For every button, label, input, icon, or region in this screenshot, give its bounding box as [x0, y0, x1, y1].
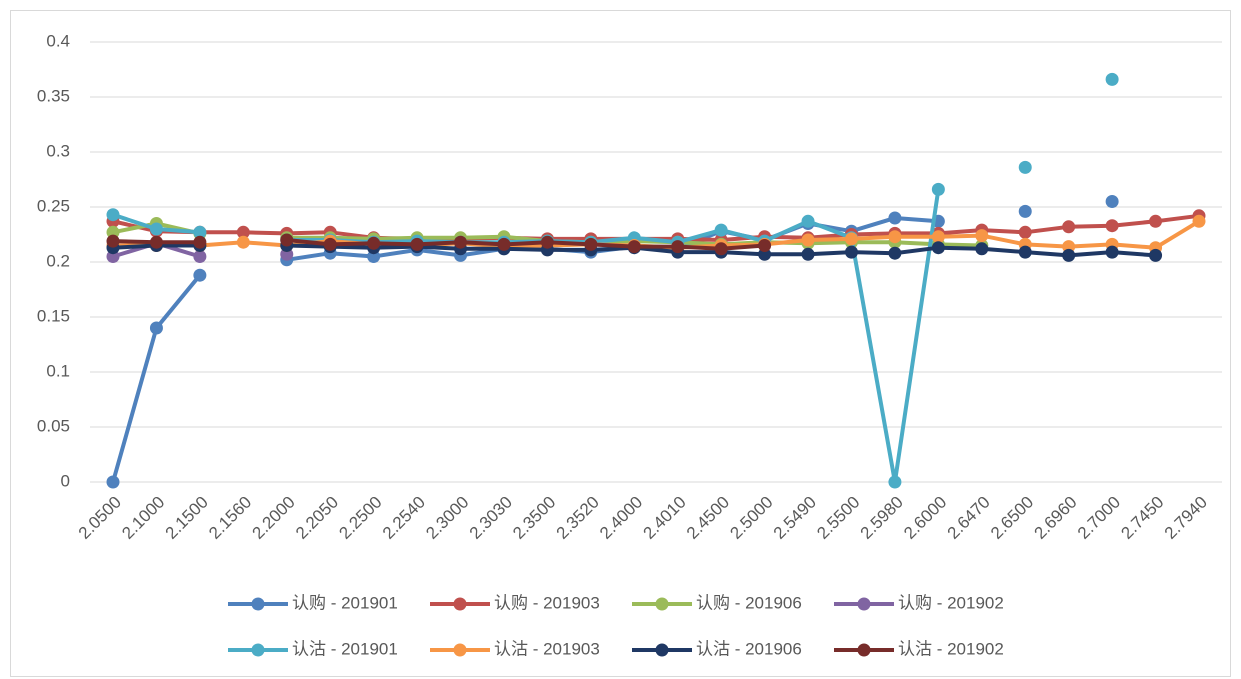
data-point — [1018, 245, 1032, 259]
data-point — [888, 230, 902, 244]
y-tick-label: 0.05 — [37, 416, 70, 435]
y-tick-label: 0.25 — [37, 196, 70, 215]
y-tick-label: 0.1 — [46, 361, 70, 380]
y-tick-label: 0.4 — [46, 31, 70, 50]
data-point — [931, 182, 945, 196]
data-point — [193, 235, 207, 249]
legend-label: 认沽 - 201901 — [292, 639, 398, 658]
data-point — [1149, 214, 1163, 228]
legend-label: 认沽 - 201903 — [494, 639, 600, 658]
legend-label: 认沽 - 201902 — [898, 639, 1004, 658]
data-point — [497, 237, 511, 251]
y-tick-label: 0.2 — [46, 251, 70, 270]
data-point — [758, 239, 772, 252]
data-point — [193, 250, 207, 263]
data-point — [627, 240, 641, 254]
y-tick-label: 0 — [61, 471, 70, 490]
legend-marker — [857, 643, 871, 657]
data-point — [714, 242, 728, 256]
data-point — [454, 235, 468, 249]
data-point — [931, 241, 945, 255]
data-point — [1105, 219, 1119, 233]
data-point — [1018, 225, 1032, 239]
legend-label: 认沽 - 201906 — [696, 639, 802, 658]
y-tick-label: 0.3 — [46, 141, 70, 160]
data-point — [801, 247, 815, 261]
data-point — [1105, 195, 1119, 208]
data-point — [323, 237, 337, 251]
data-point — [149, 321, 163, 335]
data-point — [193, 225, 207, 239]
data-point — [714, 223, 728, 237]
legend-label: 认购 - 201901 — [292, 593, 398, 612]
data-point — [1062, 220, 1076, 234]
data-point — [584, 237, 598, 251]
y-tick-label: 0.15 — [37, 306, 70, 325]
data-point — [236, 235, 250, 249]
legend-marker — [251, 597, 265, 611]
legend-marker — [655, 643, 669, 657]
data-point — [975, 242, 989, 256]
series-line — [286, 238, 765, 251]
data-point — [367, 236, 381, 250]
data-point — [931, 230, 945, 244]
data-point — [149, 222, 163, 236]
data-point — [1062, 248, 1076, 262]
data-point — [1105, 245, 1119, 259]
legend-marker — [453, 643, 467, 657]
data-point — [280, 233, 294, 247]
data-point — [671, 240, 685, 254]
data-point — [1018, 204, 1032, 218]
legend-marker — [251, 643, 265, 657]
data-point — [844, 232, 858, 246]
data-point — [888, 211, 902, 225]
data-point — [410, 237, 424, 251]
data-point — [106, 208, 120, 222]
data-point — [149, 235, 163, 249]
data-point — [1192, 214, 1206, 228]
data-point — [1149, 248, 1163, 262]
data-point — [844, 245, 858, 259]
series-line — [286, 189, 941, 484]
data-point — [1105, 72, 1119, 86]
legend-marker — [655, 597, 669, 611]
legend-label: 认购 - 201903 — [494, 593, 600, 612]
data-point — [540, 235, 554, 249]
chart-border — [10, 10, 1231, 677]
legend-label: 认购 - 201906 — [696, 593, 802, 612]
data-point — [1018, 160, 1032, 174]
data-point — [106, 234, 120, 248]
legend-marker — [857, 597, 871, 611]
data-point — [888, 246, 902, 260]
data-point — [888, 475, 902, 489]
data-point — [801, 214, 815, 228]
legend-label: 认购 - 201902 — [898, 593, 1004, 612]
data-point — [193, 268, 207, 282]
data-point — [106, 475, 120, 489]
y-tick-label: 0.35 — [37, 86, 70, 105]
data-point — [975, 229, 989, 243]
data-point — [801, 233, 815, 247]
data-point — [236, 225, 250, 239]
legend-marker — [453, 597, 467, 611]
